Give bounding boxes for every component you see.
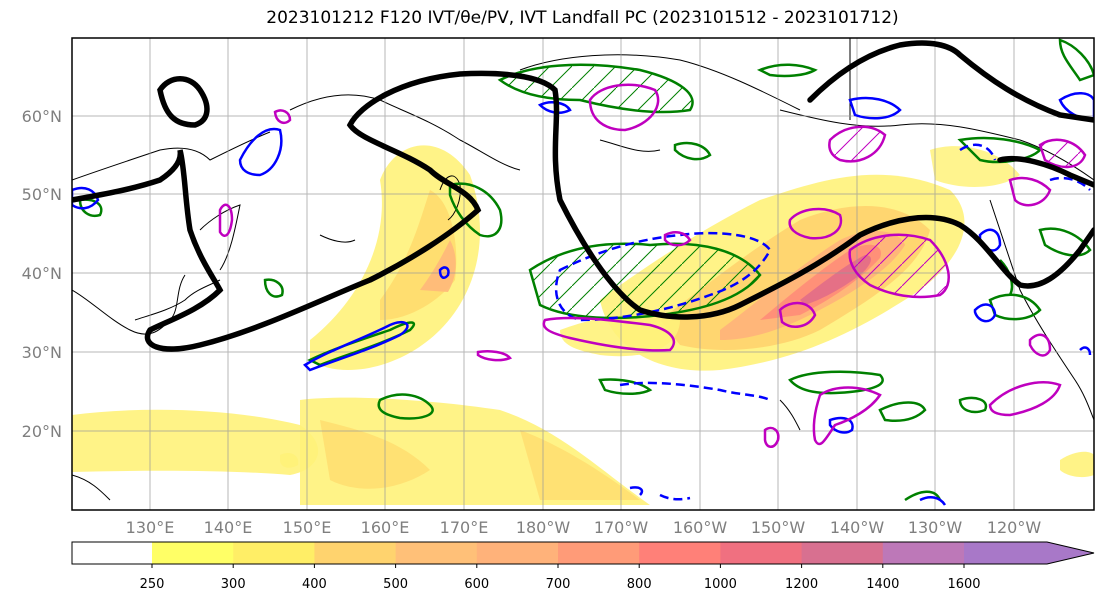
colorbar-tick-label: 400 [302, 577, 327, 592]
colorbar-segments [152, 542, 1047, 564]
lat-label: 50°N [22, 185, 62, 204]
lon-label: 170°W [594, 518, 649, 537]
colorbar-segment [720, 542, 803, 564]
colorbar-segment [233, 542, 315, 564]
colorbar-tick-label: 800 [627, 577, 652, 592]
lon-label: 150°W [751, 518, 806, 537]
colorbar-segment [882, 542, 965, 564]
colorbar-segment [476, 542, 559, 564]
colorbar-tick-label: 1200 [785, 577, 818, 592]
colorbar: 250 300 400 500 600 700 800 1000 1200 1400 1600 [71, 541, 1095, 592]
pv-contours-negative [72, 92, 1094, 506]
colorbar-segment [639, 542, 721, 564]
map-frame [71, 37, 1095, 511]
lat-label: 30°N [22, 343, 62, 362]
lon-labels: 130°E 140°E 150°E 160°E 170°E 180°W 170°… [126, 518, 1042, 537]
lon-label: 160°E [361, 518, 410, 537]
colorbar-ticks: 250 300 400 500 600 700 800 1000 1200 1400 1600 [140, 564, 981, 592]
lon-label: 170°E [440, 518, 489, 537]
colorbar-tick-label: 700 [546, 577, 571, 592]
gridlines [72, 38, 1094, 510]
lon-label: 140°E [204, 518, 253, 537]
map-title: 2023101212 F120 IVT/θe/PV, IVT Landfall … [266, 8, 899, 28]
ivt-shading [72, 145, 1094, 505]
colorbar-segment [964, 542, 1047, 564]
colorbar-segment [152, 542, 234, 564]
colorbar-tick-label: 1000 [704, 577, 737, 592]
lon-label: 130°W [908, 518, 963, 537]
lon-label: 160°W [673, 518, 728, 537]
colorbar-segment [314, 542, 397, 564]
lat-label: 60°N [22, 107, 62, 126]
lon-label: 180°W [516, 518, 571, 537]
colorbar-segment [395, 542, 478, 564]
lon-label: 150°E [283, 518, 332, 537]
lat-label: 20°N [22, 422, 62, 441]
colorbar-tick-label: 1400 [866, 577, 899, 592]
theta-e-contours [72, 40, 1094, 352]
colorbar-tick-label: 600 [464, 577, 489, 592]
lon-label: 130°E [126, 518, 175, 537]
colorbar-tick-label: 250 [140, 577, 165, 592]
colorbar-segment [801, 542, 884, 564]
landfall-pc-contours [218, 83, 1087, 448]
lat-label: 40°N [22, 264, 62, 283]
colorbar-segment [558, 542, 640, 564]
colorbar-tick-label: 500 [383, 577, 408, 592]
lon-label: 120°W [987, 518, 1042, 537]
lon-label: 140°W [830, 518, 885, 537]
colorbar-tick-label: 1600 [947, 577, 980, 592]
colorbar-tick-label: 300 [221, 577, 246, 592]
colorbar-extend-arrow [1047, 542, 1094, 564]
pv-contours-positive [78, 38, 1094, 502]
lat-labels: 60°N 50°N 40°N 30°N 20°N [22, 107, 62, 441]
